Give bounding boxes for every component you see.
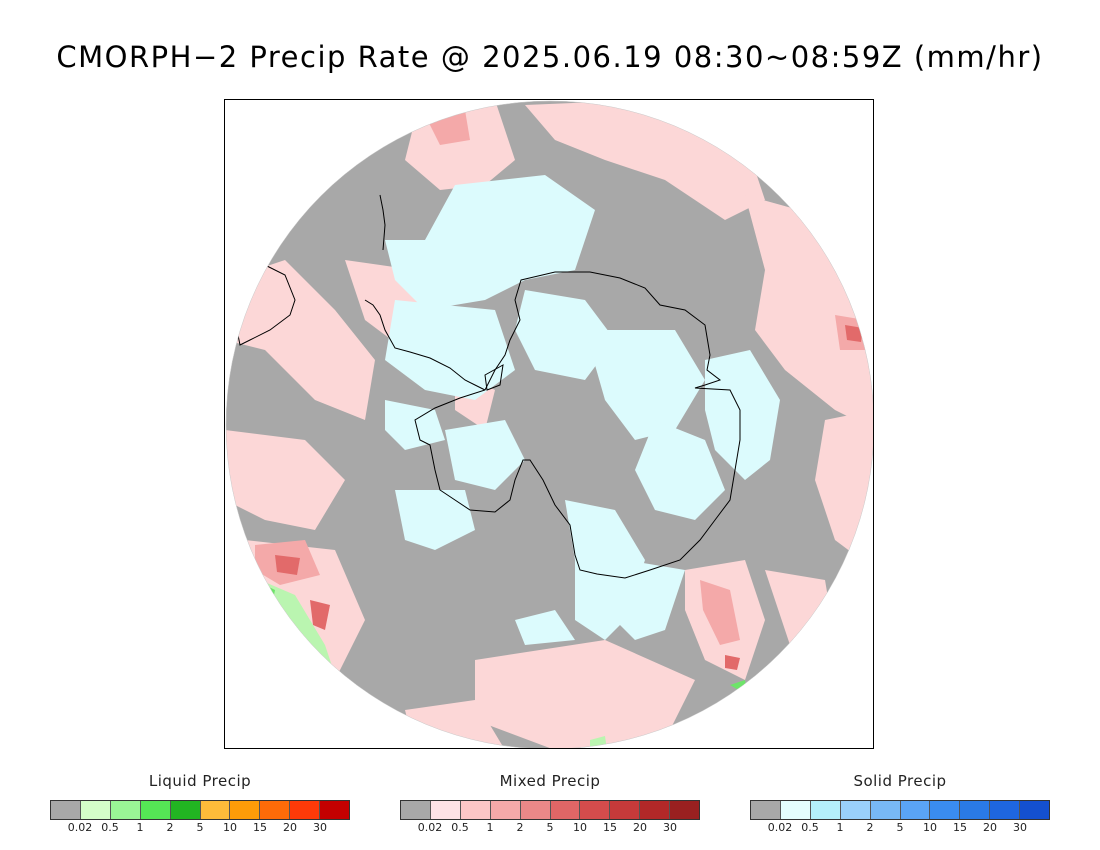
legend-swatch — [290, 801, 321, 819]
legend-tick-label: 2 — [866, 821, 874, 834]
island-chain — [379, 194, 386, 251]
legend-swatch — [550, 801, 581, 819]
antarctica-coastline — [414, 271, 741, 579]
antarctic-peninsula — [364, 299, 486, 391]
legend-swatch — [1020, 801, 1050, 819]
legend-tick-label: 10 — [573, 821, 587, 834]
legend-swatch — [460, 801, 491, 819]
legend-swatch — [610, 801, 641, 819]
legend-tick-label: 0.5 — [451, 821, 469, 834]
legend-tick-label: 0.5 — [801, 821, 819, 834]
legend-solid: Solid Precip 0.02 0.5 1 2 5 10 15 20 30 — [750, 770, 1050, 837]
legend-mixed-title: Mixed Precip — [499, 772, 601, 790]
legend-tick-label: 15 — [253, 821, 267, 834]
legend-swatch — [401, 801, 431, 819]
legend-solid-ticks: 0.02 0.5 1 2 5 10 15 20 30 — [750, 821, 1050, 837]
legend-liquid: Liquid Precip 0.02 0.5 1 2 5 10 15 20 30 — [50, 770, 350, 837]
legend-tick-label: 20 — [283, 821, 297, 834]
legend-swatch — [840, 801, 871, 819]
legend-swatch — [140, 801, 171, 819]
legend-liquid-ticks: 0.02 0.5 1 2 5 10 15 20 30 — [50, 821, 350, 837]
legend-swatch — [200, 801, 231, 819]
legend-tick-label: 30 — [313, 821, 327, 834]
legend-swatch — [580, 801, 611, 819]
legend-tick-label: 20 — [983, 821, 997, 834]
legend-swatch — [870, 801, 901, 819]
legend-swatch — [80, 801, 111, 819]
legend-swatch — [990, 801, 1021, 819]
legend-swatch — [51, 801, 81, 819]
legend-tick-label: 0.02 — [67, 821, 93, 834]
legend-swatch — [110, 801, 141, 819]
legend-liquid-title: Liquid Precip — [148, 772, 252, 790]
map-title: CMORPH−2 Precip Rate @ 2025.06.19 08:30~… — [56, 40, 1044, 74]
legend-swatch — [960, 801, 991, 819]
legend-swatch — [640, 801, 671, 819]
legend-mixed-ticks: 0.02 0.5 1 2 5 10 15 20 30 — [400, 821, 700, 837]
legend-swatch — [320, 801, 350, 819]
legend-tick-label: 1 — [836, 821, 844, 834]
legend-tick-label: 5 — [196, 821, 204, 834]
ross-ice-shelf-edge — [484, 364, 504, 391]
legend-tick-label: 1 — [486, 821, 494, 834]
solid-precip-areas — [385, 175, 780, 645]
legend-swatch — [230, 801, 261, 819]
legend-tick-label: 1 — [136, 821, 144, 834]
map-disk-edge — [225, 100, 873, 748]
legend-mixed: Mixed Precip 0.02 0.5 1 2 5 10 15 20 30 — [400, 770, 700, 837]
legend-tick-label: 2 — [166, 821, 174, 834]
precip-map — [224, 99, 874, 749]
legend-swatch — [900, 801, 931, 819]
precip-field — [226, 101, 873, 748]
legend-tick-label: 30 — [663, 821, 677, 834]
legend-tick-label: 0.02 — [767, 821, 793, 834]
legend-swatch — [810, 801, 841, 819]
legend-tick-label: 10 — [223, 821, 237, 834]
legend-swatch — [670, 801, 700, 819]
legend-tick-label: 0.02 — [417, 821, 443, 834]
legend-tick-label: 15 — [953, 821, 967, 834]
legend-tick-label: 20 — [633, 821, 647, 834]
legend-tick-label: 0.5 — [101, 821, 119, 834]
legend-swatch — [780, 801, 811, 819]
polar-map-svg — [225, 100, 873, 748]
legend-tick-label: 30 — [1013, 821, 1027, 834]
legend-liquid-colorbar — [50, 800, 350, 820]
legend-solid-colorbar — [750, 800, 1050, 820]
legend-tick-label: 5 — [546, 821, 554, 834]
legend-tick-label: 5 — [896, 821, 904, 834]
legend-tick-label: 10 — [923, 821, 937, 834]
legend-swatch — [170, 801, 201, 819]
legend-mixed-colorbar — [400, 800, 700, 820]
legend-tick-label: 2 — [516, 821, 524, 834]
legend-tick-label: 15 — [603, 821, 617, 834]
legend-solid-title: Solid Precip — [853, 772, 947, 790]
legend-swatch — [430, 801, 461, 819]
legend-swatch — [751, 801, 781, 819]
legend-swatch — [490, 801, 521, 819]
legend-swatch — [260, 801, 291, 819]
legend-swatch — [520, 801, 551, 819]
legend-swatch — [930, 801, 961, 819]
